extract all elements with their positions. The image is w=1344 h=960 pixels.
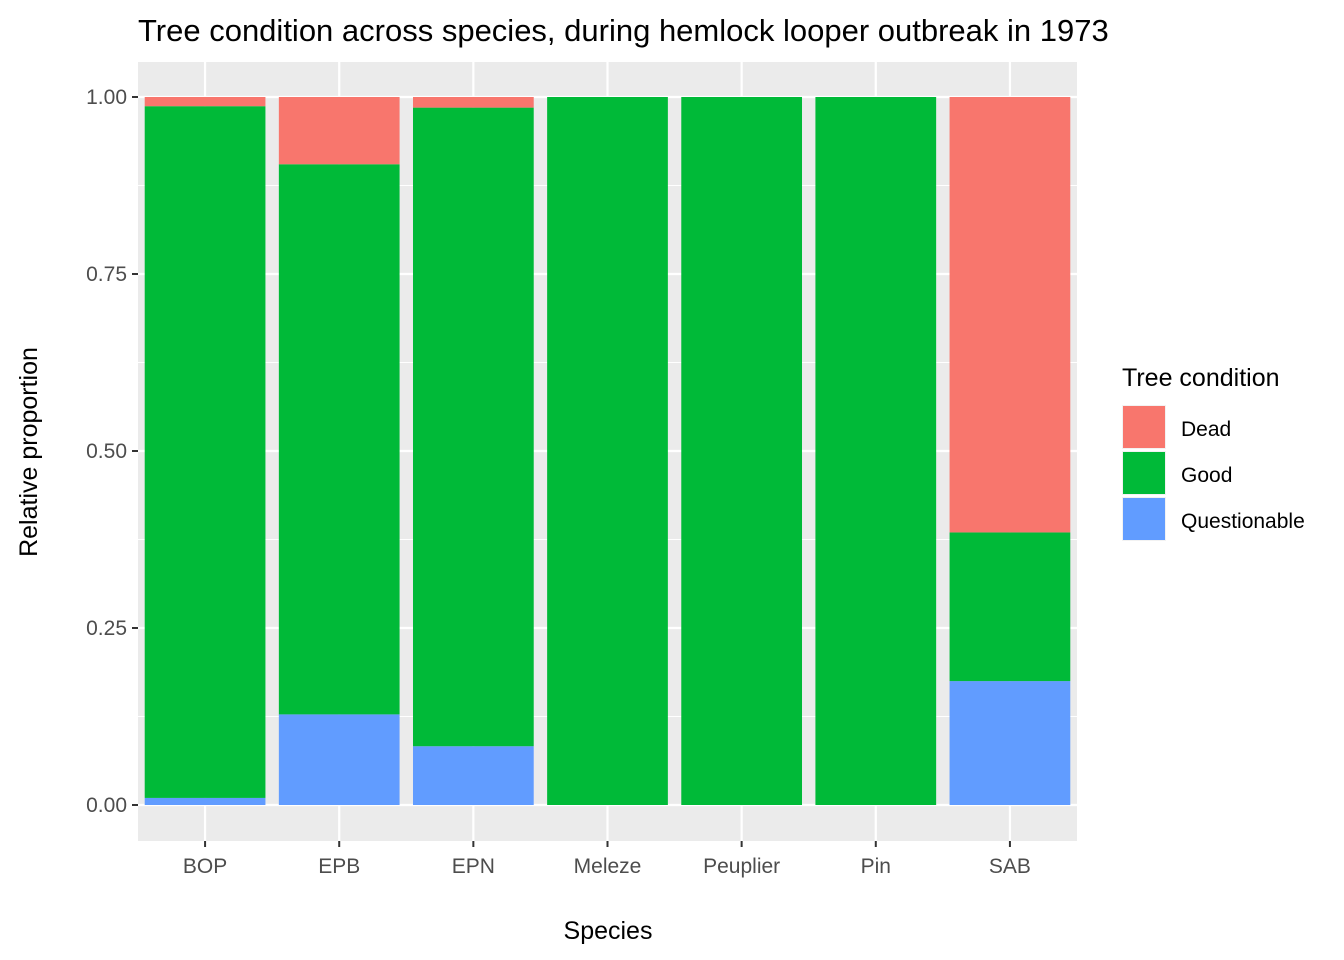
bar-bop-questionable xyxy=(144,797,266,805)
bar-epb-dead xyxy=(278,97,400,165)
bar-meleze-good xyxy=(547,97,668,805)
x-tick-label-pin: Pin xyxy=(861,855,891,878)
bar-sab-good xyxy=(949,532,1071,682)
bar-pin-good xyxy=(815,97,937,805)
x-tick-label-sab: SAB xyxy=(989,855,1031,878)
x-tick-label-bop: BOP xyxy=(183,855,227,878)
legend-label-good: Good xyxy=(1181,464,1232,487)
legend: Tree condition Dead Good Questionable xyxy=(1122,364,1305,541)
x-axis: BOP EPB EPN Meleze Peuplier Pin SAB xyxy=(183,841,1031,878)
legend-swatch-good xyxy=(1123,452,1165,494)
bar-bop-dead xyxy=(144,97,266,107)
bar-epb-questionable xyxy=(278,714,400,805)
bar-sab-dead xyxy=(949,97,1071,533)
x-tick-label-epn: EPN xyxy=(452,855,495,878)
y-tick-label: 0.00 xyxy=(86,794,127,817)
legend-swatch-dead xyxy=(1123,406,1165,448)
bar-epn-dead xyxy=(412,97,534,108)
y-tick-label: 0.50 xyxy=(86,440,127,463)
legend-swatch-questionable xyxy=(1123,498,1165,540)
x-tick-label-peuplier: Peuplier xyxy=(703,855,780,878)
chart-title: Tree condition across species, during he… xyxy=(138,13,1109,48)
legend-label-questionable: Questionable xyxy=(1181,510,1305,533)
bar-bop-good xyxy=(144,106,266,798)
x-axis-title: Species xyxy=(564,917,653,945)
y-tick-label: 0.25 xyxy=(86,617,127,640)
bar-peuplier-good xyxy=(681,97,803,805)
bar-epn-questionable xyxy=(412,746,534,805)
bars xyxy=(144,97,1071,805)
x-tick-label-meleze: Meleze xyxy=(574,855,642,878)
y-axis: 0.00 0.25 0.50 0.75 1.00 xyxy=(86,86,138,817)
y-axis-title: Relative proportion xyxy=(15,347,43,557)
bar-sab-questionable xyxy=(949,681,1071,805)
legend-title: Tree condition xyxy=(1122,364,1280,392)
bar-epn-good xyxy=(412,107,534,747)
x-tick-label-epb: EPB xyxy=(318,855,360,878)
bar-epb-good xyxy=(278,164,400,715)
legend-label-dead: Dead xyxy=(1181,418,1231,441)
y-tick-label: 1.00 xyxy=(86,86,127,109)
y-tick-label: 0.75 xyxy=(86,263,127,286)
